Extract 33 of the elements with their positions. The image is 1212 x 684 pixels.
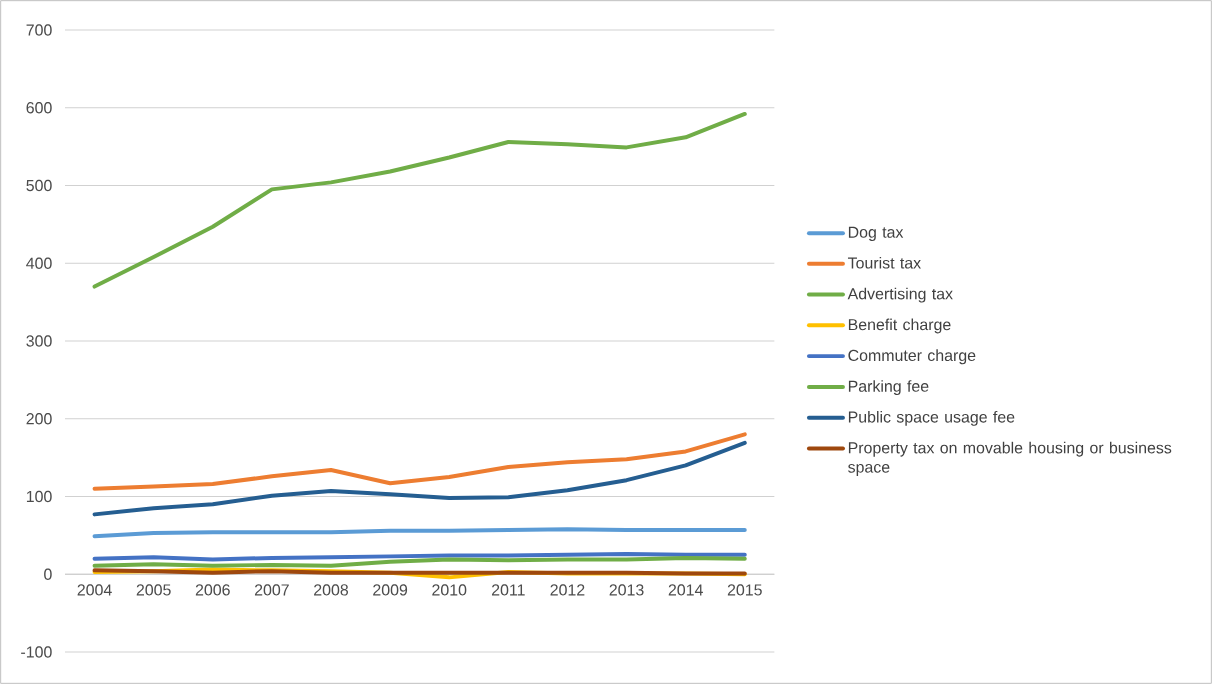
x-tick-label: 2006 [195, 584, 230, 596]
legend-label: Public space usage fee [848, 410, 1015, 426]
x-tick-label: 2010 [432, 584, 467, 596]
y-tick-label: 700 [26, 24, 52, 36]
y-tick-label: 400 [26, 257, 52, 269]
line-series [92, 440, 747, 517]
legend-label: Commuter charge [848, 349, 976, 365]
legend-label: Dog tax [848, 226, 904, 241]
x-tick-label: 2005 [136, 584, 171, 596]
y-tick-label: -100 [21, 646, 52, 658]
x-tick-label: 2011 [491, 584, 525, 596]
x-tick-label: 2015 [727, 584, 762, 596]
x-tick-label: 2012 [550, 584, 585, 596]
y-tick-label: 600 [26, 102, 52, 114]
x-tick-label: 2013 [609, 584, 644, 596]
y-tick-label: 100 [26, 490, 52, 503]
y-tick-label: 200 [26, 413, 52, 425]
x-tick-label: 2007 [254, 584, 289, 596]
line-series [92, 111, 747, 289]
legend-label: Tourist tax [847, 256, 921, 269]
legend-label: Benefit charge [848, 318, 951, 334]
y-tick-label: 0 [44, 568, 52, 580]
line-series [92, 432, 747, 491]
x-tick-label: 2004 [77, 584, 112, 596]
legend-label: Advertising tax [847, 287, 953, 303]
x-tick-label: 2014 [668, 584, 703, 596]
legend-label: Parking fee [848, 380, 929, 396]
x-tick-label: 2009 [373, 584, 408, 596]
y-tick-label: 300 [26, 335, 52, 347]
line-series [92, 555, 747, 568]
x-tick-label: 2008 [314, 584, 349, 596]
y-tick-label: 500 [26, 179, 52, 192]
legend-label: Property tax on movable housing or business space [848, 441, 1172, 476]
